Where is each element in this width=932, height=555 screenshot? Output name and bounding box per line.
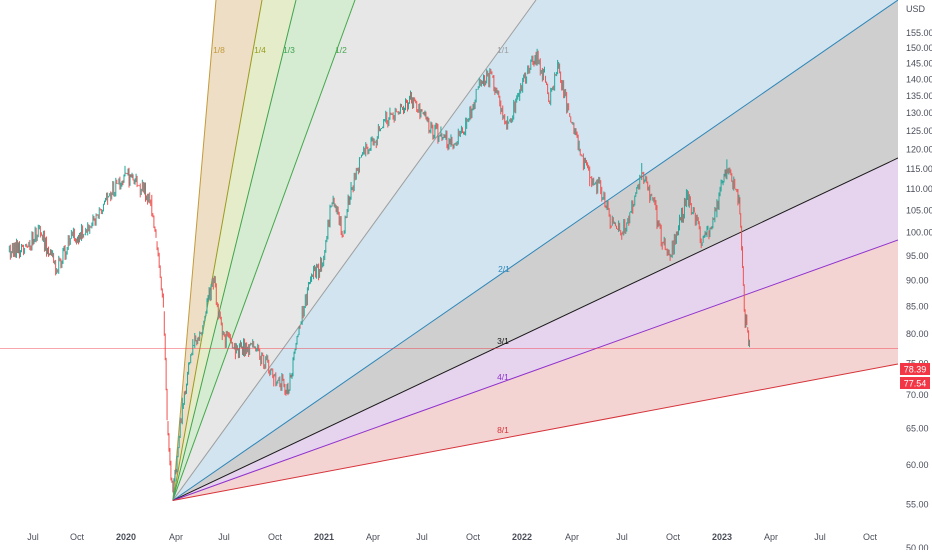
x-tick-label: Oct xyxy=(863,532,878,542)
fan-label-1-4: 1/4 xyxy=(254,45,266,55)
y-tick-label: 80.00 xyxy=(906,329,929,339)
x-tick-label: Apr xyxy=(764,532,778,542)
gann-fan-labels: 1/8 1/4 1/3 1/2 1/1 2/1 3/1 4/1 8/1 xyxy=(213,45,510,435)
x-tick-label: 2020 xyxy=(116,532,136,542)
x-tick-label: Jul xyxy=(27,532,39,542)
x-tick-label: Oct xyxy=(70,532,85,542)
y-tick-label: 95.00 xyxy=(906,251,929,261)
y-tick-label: 145.00 xyxy=(906,58,932,68)
fan-ray-1-4[interactable] xyxy=(172,0,263,501)
y-tick-label: 65.00 xyxy=(906,424,929,434)
y-tick-label: 110.00 xyxy=(906,184,932,194)
fan-label-1-3: 1/3 xyxy=(283,45,295,55)
fan-ray-1-1[interactable] xyxy=(172,0,537,501)
x-tick-label: Oct xyxy=(268,532,283,542)
fan-ray-4-1[interactable] xyxy=(172,239,898,501)
time-axis[interactable]: Jul Oct 2020 Apr Jul Oct 2021 Apr Jul Oct 2022 Apr J… xyxy=(27,532,877,542)
y-tick-label: 130.00 xyxy=(906,108,932,118)
price-series xyxy=(8,48,750,499)
y-tick-label: 100.00 xyxy=(906,228,932,238)
fan-ray-1-3[interactable] xyxy=(172,0,297,501)
fan-ray-3-1[interactable] xyxy=(172,157,898,501)
y-tick-label: 155.00 xyxy=(906,28,932,38)
y-tick-label: 105.00 xyxy=(906,205,932,215)
x-tick-label: 2023 xyxy=(712,532,732,542)
price-badge-label: 78.39 xyxy=(904,365,927,375)
fan-ray-1-2[interactable] xyxy=(172,0,356,501)
y-tick-label: 135.00 xyxy=(906,91,932,101)
price-axis[interactable]: USD 155.00 150.00 145.00 140.00 135.00 130.00… xyxy=(906,4,932,553)
gann-fan-lines[interactable] xyxy=(172,0,898,501)
y-tick-label: 115.00 xyxy=(906,164,932,174)
y-tick-label: 70.00 xyxy=(906,390,929,400)
fan-label-8-1: 8/1 xyxy=(497,425,509,435)
x-tick-label: Jul xyxy=(218,532,230,542)
price-badge-label: 77.54 xyxy=(904,379,927,389)
x-tick-label: Apr xyxy=(366,532,380,542)
y-tick-label: 90.00 xyxy=(906,275,929,285)
fan-ray-1-8[interactable] xyxy=(172,0,217,501)
fan-label-1-1: 1/1 xyxy=(497,45,509,55)
y-tick-label: 55.00 xyxy=(906,500,929,510)
y-tick-label: 60.00 xyxy=(906,460,929,470)
fan-label-1-8: 1/8 xyxy=(213,45,225,55)
x-tick-label: Oct xyxy=(666,532,681,542)
fan-label-3-1: 3/1 xyxy=(497,336,509,346)
price-badge-bg xyxy=(900,377,930,389)
x-tick-label: 2021 xyxy=(314,532,334,542)
x-tick-label: Apr xyxy=(169,532,183,542)
x-tick-label: Oct xyxy=(466,532,481,542)
y-tick-label: 120.00 xyxy=(906,145,932,155)
x-tick-label: Jul xyxy=(616,532,628,542)
x-tick-label: Jul xyxy=(416,532,428,542)
fan-label-2-1: 2/1 xyxy=(498,264,510,274)
x-tick-label: Jul xyxy=(814,532,826,542)
y-tick-label: 140.00 xyxy=(906,74,932,84)
x-tick-label: Apr xyxy=(565,532,579,542)
fan-label-1-2: 1/2 xyxy=(335,45,347,55)
x-tick-label: 2022 xyxy=(512,532,532,542)
fan-label-4-1: 4/1 xyxy=(497,372,509,382)
y-tick-label: 125.00 xyxy=(906,126,932,136)
fan-ray-8-1[interactable] xyxy=(172,363,898,501)
price-badge-bg xyxy=(900,363,930,375)
currency-label: USD xyxy=(906,4,926,14)
y-tick-label: 150.00 xyxy=(906,43,932,53)
price-badges: 78.39 77.54 xyxy=(900,363,930,389)
fan-ray-2-1[interactable] xyxy=(172,0,898,501)
y-tick-label: 85.00 xyxy=(906,301,929,311)
y-tick-label: 50.00 xyxy=(906,543,929,550)
